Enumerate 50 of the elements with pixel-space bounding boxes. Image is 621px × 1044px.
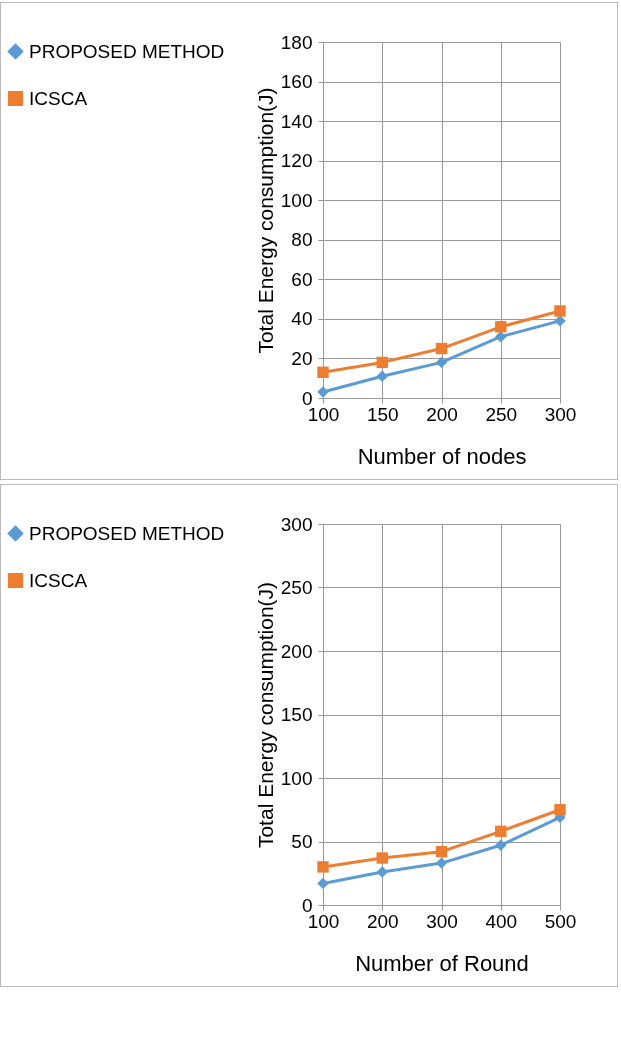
x-tick-label: 200 xyxy=(426,403,458,425)
y-tick-label: 300 xyxy=(280,513,313,535)
legend-label: ICSCA xyxy=(29,569,88,591)
y-tick-label: 100 xyxy=(280,767,313,789)
x-tick-label: 300 xyxy=(426,910,458,932)
x-tick-label: 500 xyxy=(544,910,577,932)
point xyxy=(495,839,507,852)
point xyxy=(495,825,507,838)
point xyxy=(554,804,566,816)
point xyxy=(376,370,388,382)
point xyxy=(376,852,388,864)
y-tick-label: 40 xyxy=(291,308,313,330)
point xyxy=(435,857,448,869)
y-tick-label: 250 xyxy=(280,577,313,598)
y-tick-label: 160 xyxy=(280,71,313,93)
y-tick-label: 100 xyxy=(280,189,313,211)
legend-label: ICSCA xyxy=(29,87,88,109)
point xyxy=(317,877,329,890)
y-tick-label: 20 xyxy=(291,347,313,369)
point xyxy=(554,305,566,317)
point xyxy=(435,845,448,858)
y-tick-label: 50 xyxy=(291,831,313,852)
point xyxy=(435,342,448,355)
point xyxy=(317,386,329,398)
x-tick-label: 250 xyxy=(485,403,518,425)
point xyxy=(317,861,329,873)
legend-label: PROPOSED METHOD xyxy=(29,522,225,544)
point xyxy=(435,356,448,369)
x-axis-title: Number of nodes xyxy=(357,443,527,469)
y-tick-label: 200 xyxy=(280,640,313,662)
legend-label: PROPOSED METHOD xyxy=(29,40,225,62)
y-axis-title: Total Energy consumption(J) xyxy=(253,87,277,354)
y-tick-label: 140 xyxy=(280,110,313,132)
point xyxy=(376,356,388,369)
y-tick-label: 180 xyxy=(280,31,313,53)
x-tick-label: 200 xyxy=(366,910,399,932)
point xyxy=(376,866,388,878)
y-tick-label: 120 xyxy=(280,150,313,172)
x-tick-label: 400 xyxy=(485,910,518,932)
x-axis-title: Number of Round xyxy=(355,950,529,976)
y-tick-label: 80 xyxy=(291,229,313,251)
point xyxy=(495,321,507,333)
y-tick-label: 0 xyxy=(301,894,313,916)
y-axis-title: Total Energy consumption(J) xyxy=(253,581,277,849)
y-tick-label: 60 xyxy=(291,268,313,290)
point xyxy=(317,366,329,378)
y-tick-label: 0 xyxy=(301,387,313,409)
x-tick-label: 300 xyxy=(544,403,577,425)
x-tick-label: 150 xyxy=(366,403,399,425)
y-tick-label: 150 xyxy=(280,704,313,725)
